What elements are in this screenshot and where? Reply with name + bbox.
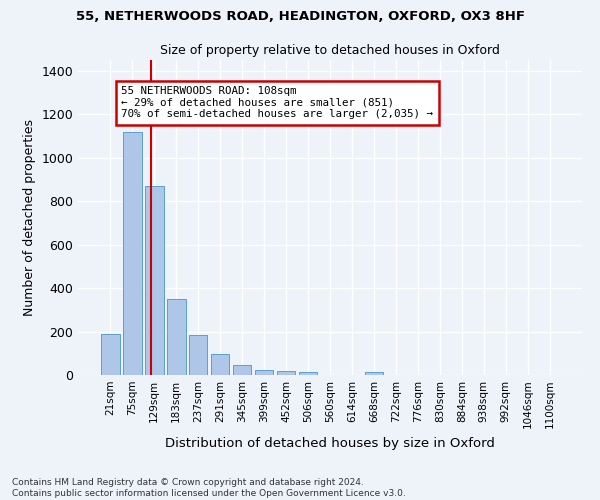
Bar	[233, 364, 251, 375]
Bar	[167, 299, 185, 375]
Bar	[211, 354, 229, 375]
Bar	[101, 334, 119, 375]
Title: Size of property relative to detached houses in Oxford: Size of property relative to detached ho…	[160, 44, 500, 58]
Text: 55 NETHERWOODS ROAD: 108sqm
← 29% of detached houses are smaller (851)
70% of se: 55 NETHERWOODS ROAD: 108sqm ← 29% of det…	[121, 86, 433, 120]
Bar	[255, 370, 274, 375]
Text: Contains HM Land Registry data © Crown copyright and database right 2024.
Contai: Contains HM Land Registry data © Crown c…	[12, 478, 406, 498]
Bar	[277, 371, 295, 375]
Bar	[145, 186, 164, 375]
Bar	[365, 372, 383, 375]
Bar	[189, 335, 208, 375]
Y-axis label: Number of detached properties: Number of detached properties	[23, 119, 36, 316]
Bar	[123, 132, 142, 375]
Bar	[299, 372, 317, 375]
Text: 55, NETHERWOODS ROAD, HEADINGTON, OXFORD, OX3 8HF: 55, NETHERWOODS ROAD, HEADINGTON, OXFORD…	[76, 10, 524, 23]
X-axis label: Distribution of detached houses by size in Oxford: Distribution of detached houses by size …	[165, 437, 495, 450]
